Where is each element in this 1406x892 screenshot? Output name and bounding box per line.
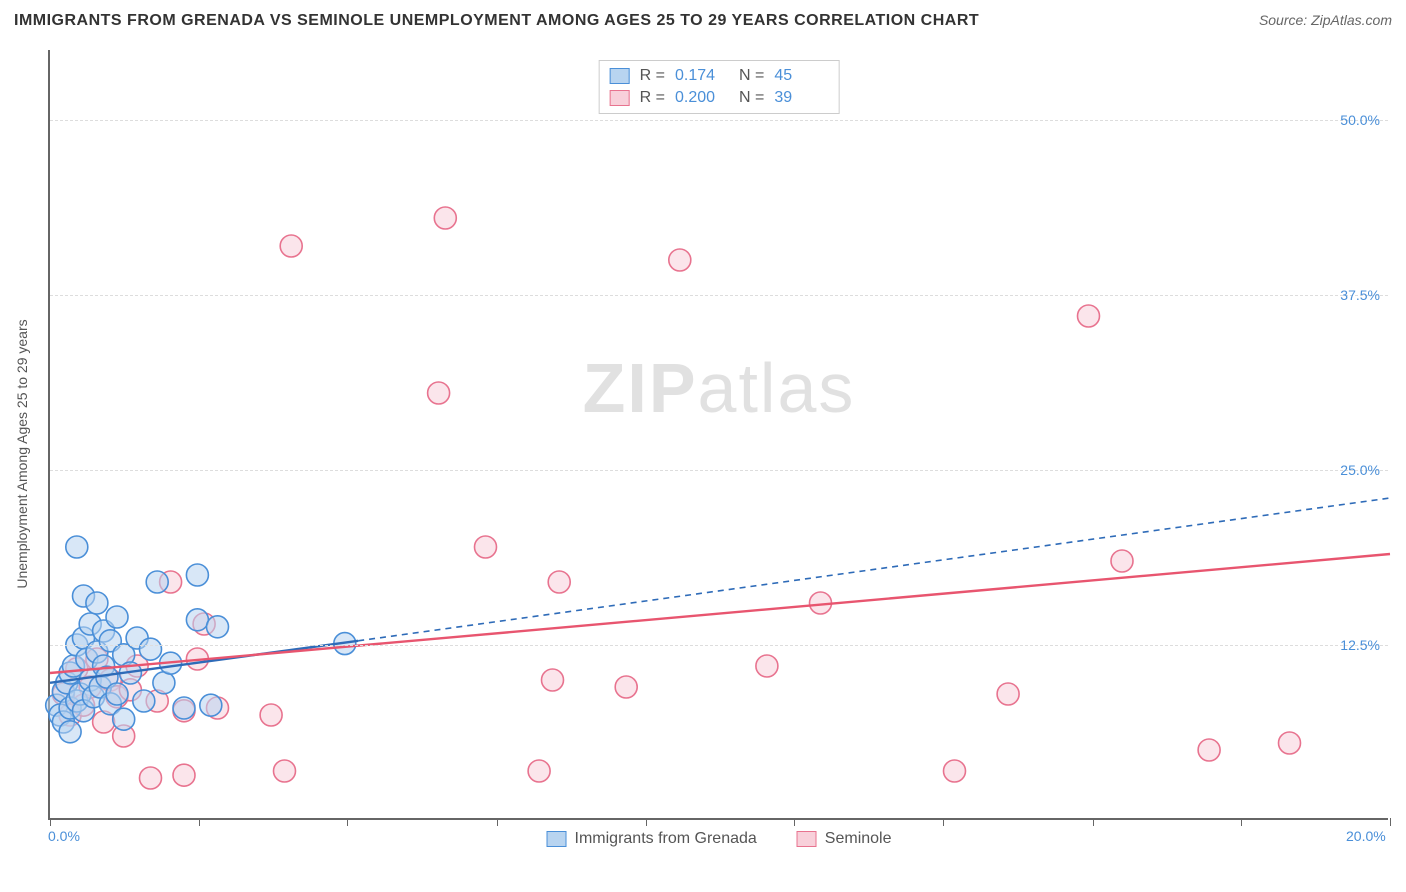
data-point <box>186 564 208 586</box>
swatch-pink <box>797 831 817 847</box>
trend-line-extension <box>358 498 1390 641</box>
r-label: R = <box>640 67 665 85</box>
data-point <box>997 683 1019 705</box>
legend-label-grenada: Immigrants from Grenada <box>575 830 757 848</box>
swatch-blue <box>547 831 567 847</box>
data-point <box>106 606 128 628</box>
r-value-grenada: 0.174 <box>675 67 729 85</box>
data-point <box>1111 550 1133 572</box>
source-attribution: Source: ZipAtlas.com <box>1259 12 1392 28</box>
correlation-legend: R = 0.174 N = 45 R = 0.200 N = 39 <box>599 60 840 114</box>
x-tick <box>347 818 348 826</box>
data-point <box>1078 305 1100 327</box>
data-point <box>106 683 128 705</box>
data-point <box>528 760 550 782</box>
x-tick-label: 0.0% <box>48 828 80 844</box>
legend-row-grenada: R = 0.174 N = 45 <box>610 65 829 87</box>
data-point <box>475 536 497 558</box>
data-point <box>944 760 966 782</box>
scatter-plot: ZIPatlas R = 0.174 N = 45 R = 0.200 N = … <box>48 50 1388 820</box>
data-point <box>428 382 450 404</box>
data-point <box>548 571 570 593</box>
data-point <box>59 721 81 743</box>
swatch-blue <box>610 68 630 84</box>
gridline <box>50 295 1388 296</box>
gridline <box>50 645 1388 646</box>
x-tick-label: 20.0% <box>1346 828 1386 844</box>
x-tick <box>1390 818 1391 826</box>
x-tick <box>794 818 795 826</box>
x-tick <box>497 818 498 826</box>
x-tick <box>199 818 200 826</box>
gridline <box>50 470 1388 471</box>
x-tick <box>646 818 647 826</box>
legend-row-seminole: R = 0.200 N = 39 <box>610 87 829 109</box>
data-point <box>113 708 135 730</box>
r-value-seminole: 0.200 <box>675 89 729 107</box>
legend-label-seminole: Seminole <box>825 830 892 848</box>
data-point <box>133 690 155 712</box>
data-point <box>1279 732 1301 754</box>
y-tick-label: 37.5% <box>1340 287 1380 303</box>
r-label: R = <box>640 89 665 107</box>
x-tick <box>50 818 51 826</box>
data-point <box>153 672 175 694</box>
n-value-grenada: 45 <box>774 67 828 85</box>
data-point <box>434 207 456 229</box>
n-label: N = <box>739 67 764 85</box>
x-tick <box>1241 818 1242 826</box>
data-point <box>280 235 302 257</box>
data-point <box>86 592 108 614</box>
data-point <box>669 249 691 271</box>
page-title: IMMIGRANTS FROM GRENADA VS SEMINOLE UNEM… <box>14 12 979 30</box>
data-point <box>173 697 195 719</box>
y-axis-label: Unemployment Among Ages 25 to 29 years <box>14 319 30 588</box>
n-label: N = <box>739 89 764 107</box>
data-point <box>66 536 88 558</box>
gridline <box>50 120 1388 121</box>
y-tick-label: 12.5% <box>1340 637 1380 653</box>
data-point <box>146 571 168 593</box>
data-point <box>207 616 229 638</box>
swatch-pink <box>610 90 630 106</box>
data-point <box>542 669 564 691</box>
data-point <box>200 694 222 716</box>
data-point <box>274 760 296 782</box>
data-point <box>140 767 162 789</box>
data-point <box>756 655 778 677</box>
data-point <box>260 704 282 726</box>
x-tick <box>943 818 944 826</box>
data-point <box>140 638 162 660</box>
y-tick-label: 25.0% <box>1340 462 1380 478</box>
data-point <box>173 764 195 786</box>
trend-line <box>50 554 1390 673</box>
data-point <box>186 609 208 631</box>
data-point <box>1198 739 1220 761</box>
y-tick-label: 50.0% <box>1340 112 1380 128</box>
legend-item-grenada: Immigrants from Grenada <box>547 830 757 848</box>
plot-svg <box>50 50 1390 820</box>
data-point <box>615 676 637 698</box>
x-tick <box>1093 818 1094 826</box>
n-value-seminole: 39 <box>774 89 828 107</box>
series-legend: Immigrants from Grenada Seminole <box>547 830 892 848</box>
legend-item-seminole: Seminole <box>797 830 892 848</box>
